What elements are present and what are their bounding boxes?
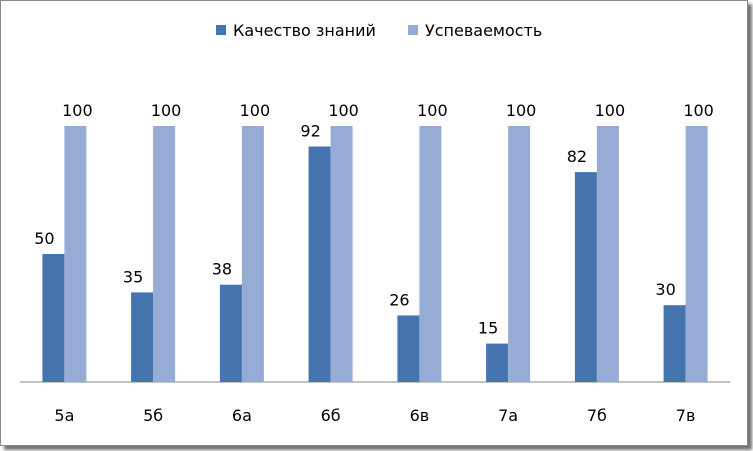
data-label-kachestvo-7: 82 bbox=[567, 147, 587, 166]
bars-layer bbox=[42, 126, 708, 382]
data-labels-layer: 50 100 35 100 38 100 92 100 26 100 15 100 82 100 30 100 bbox=[34, 101, 714, 338]
bar-kachestvo-2 bbox=[131, 292, 154, 382]
x-tick-label-7: 7б bbox=[587, 406, 607, 425]
x-tick-labels-layer: 5а 5б 6а 6б 6в 7а 7б 7в bbox=[54, 406, 695, 425]
x-tick-label-1: 5а bbox=[54, 406, 74, 425]
bar-uspevaemost-2 bbox=[153, 126, 176, 382]
data-label-kachestvo-4: 92 bbox=[300, 122, 320, 141]
bar-kachestvo-1 bbox=[42, 254, 65, 382]
data-label-kachestvo-2: 35 bbox=[123, 267, 143, 286]
legend-label-series-1: Качество знаний bbox=[233, 21, 376, 40]
bar-kachestvo-5 bbox=[397, 315, 420, 382]
x-tick-label-8: 7в bbox=[676, 406, 696, 425]
bar-uspevaemost-5 bbox=[419, 126, 442, 382]
bar-uspevaemost-4 bbox=[330, 126, 353, 382]
bar-uspevaemost-6 bbox=[508, 126, 531, 382]
data-label-kachestvo-3: 38 bbox=[212, 260, 232, 279]
legend-swatch-series-1 bbox=[216, 25, 226, 35]
x-tick-label-2: 5б bbox=[143, 406, 163, 425]
bar-kachestvo-7 bbox=[574, 172, 597, 382]
bar-kachestvo-4 bbox=[308, 146, 331, 382]
data-label-uspevaemost-3: 100 bbox=[240, 101, 271, 120]
bar-uspevaemost-8 bbox=[685, 126, 708, 382]
data-label-uspevaemost-6: 100 bbox=[506, 101, 537, 120]
data-label-kachestvo-8: 30 bbox=[655, 280, 675, 299]
data-label-kachestvo-1: 50 bbox=[34, 229, 54, 248]
chart-legend: Качество знаний Успеваемость bbox=[216, 21, 542, 40]
data-label-uspevaemost-7: 100 bbox=[595, 101, 626, 120]
x-tick-label-5: 6в bbox=[410, 406, 430, 425]
legend-swatch-series-2 bbox=[408, 25, 418, 35]
x-tick-label-3: 6а bbox=[232, 406, 252, 425]
data-label-uspevaemost-2: 100 bbox=[151, 101, 182, 120]
data-label-uspevaemost-1: 100 bbox=[62, 101, 93, 120]
x-tick-label-6: 7а bbox=[498, 406, 518, 425]
legend-label-series-2: Успеваемость bbox=[425, 21, 542, 40]
bar-uspevaemost-7 bbox=[596, 126, 619, 382]
data-label-kachestvo-6: 15 bbox=[478, 319, 498, 338]
data-label-kachestvo-5: 26 bbox=[389, 290, 409, 309]
bar-kachestvo-3 bbox=[219, 284, 242, 382]
data-label-uspevaemost-8: 100 bbox=[683, 101, 714, 120]
x-tick-label-4: 6б bbox=[321, 406, 341, 425]
data-label-uspevaemost-4: 100 bbox=[328, 101, 359, 120]
bar-kachestvo-8 bbox=[663, 305, 686, 382]
data-label-uspevaemost-5: 100 bbox=[417, 101, 448, 120]
bar-uspevaemost-3 bbox=[241, 126, 264, 382]
bar-uspevaemost-1 bbox=[64, 126, 87, 382]
bar-kachestvo-6 bbox=[486, 343, 509, 382]
